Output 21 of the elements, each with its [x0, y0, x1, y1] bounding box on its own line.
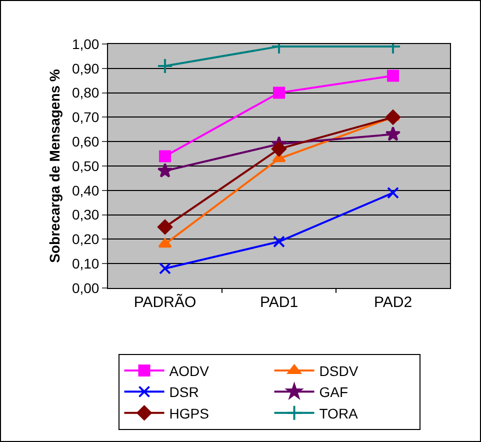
y-tick-label: 0,40	[72, 182, 100, 198]
y-tick-label: 0,60	[72, 134, 100, 150]
legend-label: HGPS	[169, 405, 209, 422]
legend-label: DSDV	[319, 362, 359, 379]
y-tick-label: 0,90	[72, 60, 100, 76]
y-tick-label: 0,50	[72, 158, 100, 174]
legend-label: AODV	[169, 362, 210, 379]
y-tick-label: 0,20	[72, 231, 100, 248]
y-axis-title: Sobrecarga de Mensagens %	[46, 68, 63, 263]
x-tick-label: PAD1	[260, 294, 298, 311]
x-tick-label: PAD2	[374, 294, 412, 311]
y-tick-label: 0,00	[72, 280, 100, 296]
x-tick-label: PADRÃO	[134, 293, 196, 311]
y-tick-label: 1,00	[72, 36, 100, 52]
y-tick-label: 0,70	[72, 109, 100, 126]
y-tick-label: 0,30	[72, 206, 100, 223]
legend-label: GAF	[319, 384, 348, 400]
legend-label: TORA	[319, 405, 359, 422]
legend-label: DSR	[169, 384, 199, 400]
y-tick-label: 0,80	[72, 84, 100, 101]
y-tick-label: 0,10	[72, 256, 100, 272]
